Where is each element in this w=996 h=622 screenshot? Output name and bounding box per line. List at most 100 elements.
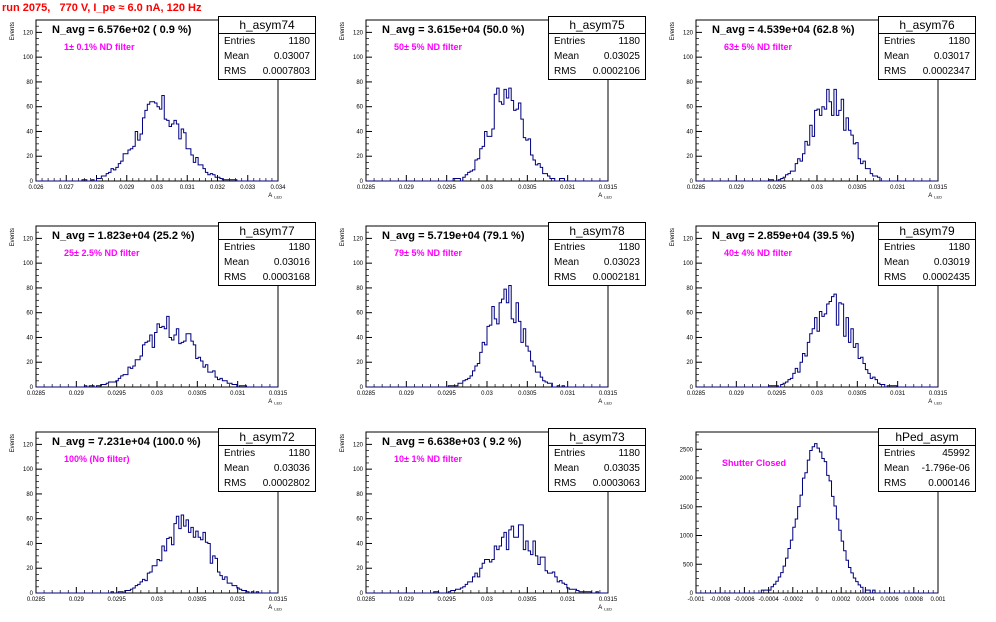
y-tick-label: 40 <box>686 129 693 135</box>
x-tick-label: -0.0008 <box>710 597 731 603</box>
histogram-plot: 0.0285 0.029 0.0295 0.03 0.0305 0.031 0.0315 0 2… <box>670 19 948 200</box>
x-tick-label: 0.0285 <box>357 185 376 191</box>
x-tick-label: 0 <box>815 597 819 603</box>
navg-label: N_avg = 7.231e+04 (100.0 %) <box>52 436 201 448</box>
histogram-name: h_asym77 <box>219 223 315 240</box>
y-tick-label: 20 <box>26 154 33 160</box>
histogram-pad-h_asym74: 0.026 0.027 0.028 0.029 0.03 0.031 0.032 0.033 0… <box>0 0 318 200</box>
filter-label: Shutter Closed <box>722 458 787 468</box>
y-tick-label: 0 <box>30 591 34 597</box>
y-axis-label: Events <box>340 22 346 40</box>
histogram-bins-h_asym77 <box>36 315 278 388</box>
y-tick-label: 100 <box>683 55 694 61</box>
y-tick-label: 80 <box>356 80 363 86</box>
histogram-pad-hPed_asym: -0.001 -0.0008 -0.0006 -0.0004 -0.0002 0 0.000… <box>660 412 978 612</box>
stats-row-entries: Entries 1180 <box>549 240 645 255</box>
stats-key: Mean <box>884 257 910 268</box>
x-tick-label: 0.0008 <box>905 597 924 603</box>
y-tick-label: 120 <box>23 30 34 36</box>
y-tick-label: 1500 <box>680 505 694 511</box>
y-tick-label: 120 <box>23 236 34 242</box>
stats-row-rms: RMS 0.0003063 <box>549 476 645 491</box>
y-tick-label: 20 <box>686 154 693 160</box>
x-tick-label: 0.0305 <box>848 391 867 397</box>
stats-key: RMS <box>554 66 577 77</box>
stats-key: Mean <box>224 463 250 474</box>
histogram-plot: 0.026 0.027 0.028 0.029 0.03 0.031 0.032 0.033 0… <box>10 19 286 200</box>
stats-value: 0.0003063 <box>592 478 640 489</box>
x-tick-label: 0.029 <box>729 185 745 191</box>
y-tick-label: 80 <box>356 492 363 498</box>
stats-key: Mean <box>224 257 250 268</box>
y-tick-label: 40 <box>26 541 33 547</box>
x-tick-label: 0.034 <box>270 185 286 191</box>
y-axis-label: Events <box>10 22 16 40</box>
stats-key: RMS <box>224 478 247 489</box>
histogram-pad-h_asym76: 0.0285 0.029 0.0295 0.03 0.0305 0.031 0.0315 0 2… <box>660 0 978 200</box>
x-tick-label: 0.0315 <box>599 185 618 191</box>
y-tick-label: 0 <box>690 591 694 597</box>
y-tick-label: 100 <box>353 55 364 61</box>
x-tick-label: 0.031 <box>890 185 906 191</box>
stats-key: Mean <box>884 51 910 62</box>
x-tick-label: 0.029 <box>399 185 415 191</box>
stats-row-mean: Mean 0.03035 <box>549 461 645 476</box>
y-tick-label: 0 <box>690 179 694 185</box>
y-tick-label: 120 <box>353 236 364 242</box>
x-axis-label: A LED <box>268 399 282 406</box>
histogram-pad-h_asym75: 0.0285 0.029 0.0295 0.03 0.0305 0.031 0.0315 0 2… <box>330 0 648 200</box>
stats-value: 0.03007 <box>273 51 310 62</box>
stats-box: h_asym78 Entries 1180 Mean 0.03023 RMS 0.00021… <box>548 222 646 286</box>
stats-box: h_asym77 Entries 1180 Mean 0.03016 RMS 0.00031… <box>218 222 316 286</box>
y-tick-label: 20 <box>26 566 33 572</box>
histogram-bins-h_asym73 <box>366 524 608 594</box>
x-tick-label: 0.0285 <box>27 597 46 603</box>
histogram-plot: 0.0285 0.029 0.0295 0.03 0.0305 0.031 0.0315 0 2… <box>340 431 618 612</box>
stats-row-entries: Entries 1180 <box>219 446 315 461</box>
stats-value: 45992 <box>942 448 970 459</box>
y-tick-label: 120 <box>353 442 364 448</box>
histogram-name: h_asym75 <box>549 17 645 34</box>
stats-box: h_asym75 Entries 1180 Mean 0.03025 RMS 0.00021… <box>548 16 646 80</box>
stats-box: h_asym76 Entries 1180 Mean 0.03017 RMS 0.00023… <box>878 16 976 80</box>
x-tick-label: 0.026 <box>28 185 44 191</box>
y-tick-label: 60 <box>356 517 363 523</box>
y-axis-label: Events <box>340 434 346 452</box>
y-tick-label: 0 <box>360 591 364 597</box>
histogram-plot: 0.0285 0.029 0.0295 0.03 0.0305 0.031 0.0315 0 2… <box>340 19 618 200</box>
y-tick-label: 80 <box>686 80 693 86</box>
y-tick-label: 0 <box>30 179 34 185</box>
stats-value: 0.0007803 <box>262 66 310 77</box>
histogram-plot: 0.0285 0.029 0.0295 0.03 0.0305 0.031 0.0315 0 2… <box>10 225 288 406</box>
histogram-name: h_asym79 <box>879 223 975 240</box>
y-tick-label: 80 <box>686 286 693 292</box>
stats-value: 1180 <box>948 242 970 253</box>
stats-key: Entries <box>554 448 586 459</box>
x-tick-label: 0.0295 <box>107 391 126 397</box>
y-tick-label: 40 <box>686 335 693 341</box>
x-tick-label: 0.031 <box>230 391 246 397</box>
x-tick-label: 0.03 <box>481 597 493 603</box>
stats-row-rms: RMS 0.000146 <box>879 476 975 491</box>
y-tick-label: 40 <box>356 129 363 135</box>
stats-key: RMS <box>884 272 907 283</box>
stats-value: 0.03016 <box>273 257 310 268</box>
x-tick-label: 0.031 <box>230 597 246 603</box>
x-axis-label: A LED <box>598 193 612 200</box>
x-tick-label: 0.0315 <box>929 391 948 397</box>
stats-box: h_asym73 Entries 1180 Mean 0.03035 RMS 0.00030… <box>548 428 646 492</box>
y-tick-label: 120 <box>683 30 694 36</box>
x-tick-label: 0.001 <box>930 597 946 603</box>
x-tick-label: 0.031 <box>560 391 576 397</box>
stats-row-mean: Mean 0.03023 <box>549 255 645 270</box>
stats-row-entries: Entries 1180 <box>549 446 645 461</box>
stats-box: h_asym72 Entries 1180 Mean 0.03036 RMS 0.00028… <box>218 428 316 492</box>
stats-key: Mean <box>554 463 580 474</box>
stats-key: RMS <box>884 478 907 489</box>
stats-row-entries: Entries 1180 <box>879 34 975 49</box>
stats-key: Mean <box>554 51 580 62</box>
histogram-bins-h_asym74 <box>36 95 278 182</box>
histogram-name: h_asym74 <box>219 17 315 34</box>
x-tick-label: 0.0004 <box>856 597 875 603</box>
